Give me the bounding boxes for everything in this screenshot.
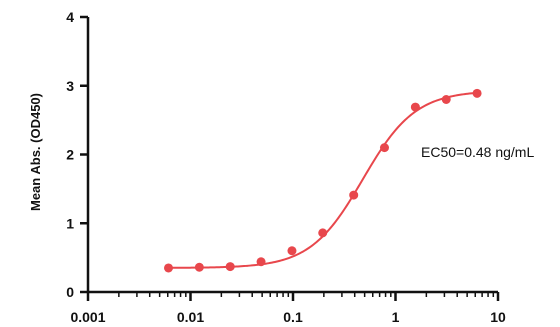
data-point	[287, 246, 297, 256]
fit-curve-layer	[168, 91, 478, 269]
x-tick-label: 0.001	[70, 309, 105, 325]
y-tick-label: 3	[66, 78, 74, 94]
x-tick-label: 0.01	[177, 309, 204, 325]
fit-curve-line	[168, 91, 478, 269]
data-point	[318, 228, 328, 238]
data-point	[472, 88, 482, 98]
data-point	[225, 262, 235, 272]
data-point	[410, 102, 420, 112]
data-point	[194, 262, 204, 272]
y-tick-label: 0	[66, 284, 74, 300]
data-point	[379, 143, 389, 153]
data-point	[256, 257, 266, 267]
ec50-annotation: EC50=0.48 ng/mL	[421, 144, 534, 160]
y-tick-label: 2	[66, 147, 74, 163]
y-axis-title: Mean Abs. (OD450)	[28, 93, 43, 211]
x-tick-label: 10	[490, 309, 506, 325]
y-axis: 0 1 2 3 4	[66, 9, 90, 300]
x-tick-label: 1	[392, 309, 400, 325]
data-points-layer	[163, 88, 482, 273]
data-point	[349, 190, 359, 200]
x-axis: 0.001 0.01 0.1 1 10	[70, 290, 506, 325]
y-tick-label: 4	[66, 9, 74, 25]
x-tick-label: 0.1	[283, 309, 303, 325]
data-point	[163, 263, 173, 273]
y-tick-label: 1	[66, 215, 74, 231]
data-point	[441, 95, 451, 104]
